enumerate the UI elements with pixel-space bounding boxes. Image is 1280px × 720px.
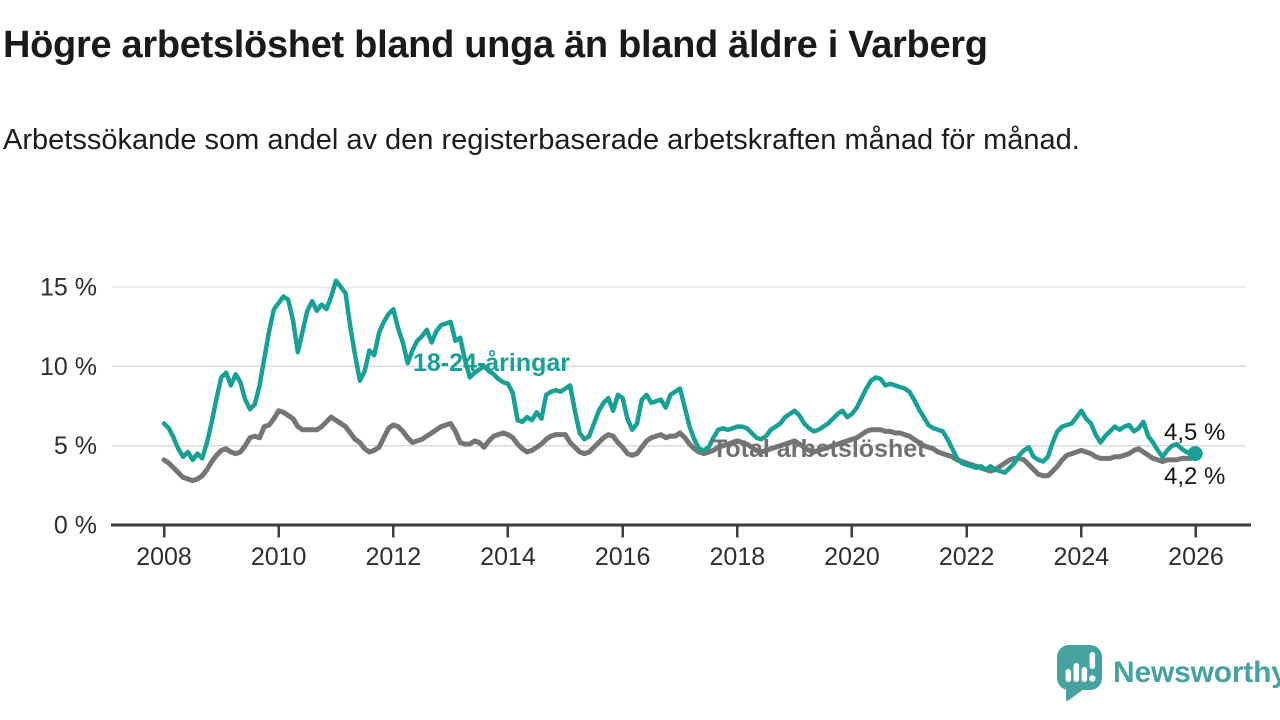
x-tick-label: 2020: [824, 543, 880, 571]
newsworthy-logo[interactable]: Newsworthy: [1056, 644, 1280, 702]
y-tick-label: 5 %: [54, 432, 97, 460]
newsworthy-wordmark: Newsworthy: [1113, 656, 1280, 689]
y-tick-label: 0 %: [54, 512, 97, 540]
newsworthy-icon: [1057, 645, 1102, 701]
x-tick-label: 2008: [136, 543, 192, 571]
y-tick-label: 10 %: [40, 353, 97, 381]
page-title: Högre arbetslöshet bland unga än bland ä…: [3, 24, 988, 66]
x-tick-label: 2016: [595, 543, 651, 571]
y-tick-label: 15 %: [40, 273, 97, 301]
x-tick-label: 2026: [1168, 543, 1224, 571]
x-tick-label: 2010: [251, 543, 307, 571]
end-value-label-total: 4,2 %: [1164, 463, 1226, 490]
chart-subtitle: Arbetssökande som andel av den registerb…: [3, 124, 1080, 156]
end-value-label-youth: 4,5 %: [1164, 419, 1226, 446]
x-tick-label: 2024: [1054, 543, 1110, 571]
series-label-total: Total arbetslöshet: [712, 435, 926, 463]
series-end-dot-youth: [1187, 446, 1203, 462]
x-tick-label: 2014: [480, 543, 536, 571]
x-tick-label: 2012: [366, 543, 422, 571]
x-tick-label: 2022: [939, 543, 995, 571]
series-line-total: [161, 408, 1194, 484]
x-tick-label: 2018: [710, 543, 766, 571]
series-line-youth: [161, 278, 1194, 475]
series-label-youth: 18-24-åringar: [413, 349, 571, 377]
